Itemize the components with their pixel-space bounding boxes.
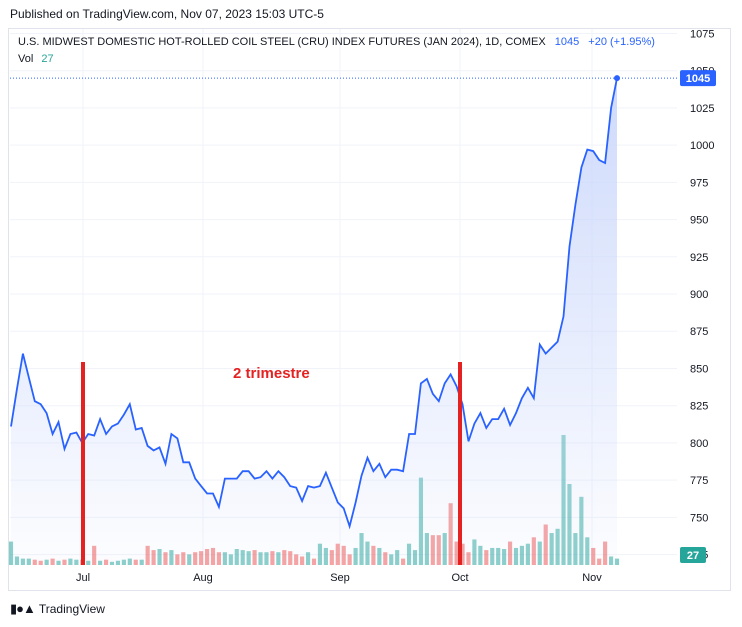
chart-frame[interactable] xyxy=(8,28,731,591)
x-tick-label: Oct xyxy=(451,572,468,584)
symbol-title: U.S. MIDWEST DOMESTIC HOT-ROLLED COIL ST… xyxy=(18,36,546,48)
price-area-fill xyxy=(11,78,617,565)
y-tick-label: 875 xyxy=(690,326,708,338)
y-tick-label: 975 xyxy=(690,177,708,189)
y-tick-label: 1000 xyxy=(690,140,714,152)
last-value: 1045 xyxy=(554,36,580,48)
published-text: Published on TradingView.com, Nov 07, 20… xyxy=(10,7,324,21)
change-value: +20 (+1.95%) xyxy=(588,36,655,48)
y-tick-label: 925 xyxy=(690,252,708,264)
y-tick-label: 825 xyxy=(690,401,708,413)
last-volume-label-bg xyxy=(680,547,706,563)
last-volume-label: 27 xyxy=(687,550,699,562)
vertical-markers xyxy=(81,362,462,565)
vol-label: Vol xyxy=(18,53,34,65)
y-tick-label: 775 xyxy=(690,475,708,487)
tradingview-logo-icon: ▮●▲ xyxy=(10,601,36,616)
vol-value: 27 xyxy=(41,53,54,65)
last-price-label: 1045 xyxy=(686,73,710,85)
y-tick-label: 1025 xyxy=(690,103,714,115)
y-tick-label: 850 xyxy=(690,363,708,375)
price-line xyxy=(10,77,618,530)
x-tick-label: Jul xyxy=(76,572,90,584)
y-tick-label: 900 xyxy=(690,289,708,301)
y-tick-label: 950 xyxy=(690,215,708,227)
y-tick-label: 800 xyxy=(690,438,708,450)
x-axis: Jul Aug Sep Oct Nov xyxy=(76,572,602,584)
x-tick-label: Sep xyxy=(330,572,350,584)
annotation-text: 2 trimestre xyxy=(233,365,310,382)
y-axis: 1075105010251000975950925900875850825800… xyxy=(680,28,716,563)
y-tick-label: 1075 xyxy=(690,28,714,40)
footer-brand: TradingView xyxy=(38,602,105,616)
footer: ▮●▲ TradingView xyxy=(10,601,105,617)
y-tick-label: 750 xyxy=(690,512,708,524)
x-tick-label: Nov xyxy=(582,572,602,584)
chart-legend: U.S. MIDWEST DOMESTIC HOT-ROLLED COIL ST… xyxy=(18,36,655,48)
x-tick-label: Aug xyxy=(193,572,213,584)
volume-legend: Vol 27 xyxy=(18,53,54,65)
last-price-label-bg xyxy=(680,70,716,87)
last-price-dot xyxy=(614,75,620,82)
